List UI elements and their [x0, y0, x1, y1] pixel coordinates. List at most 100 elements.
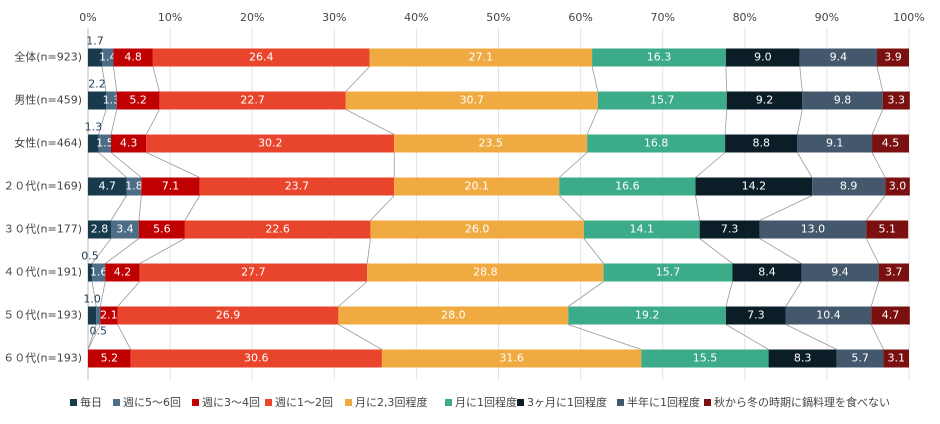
x-tick-label: 60% — [568, 11, 592, 24]
connector-line — [558, 195, 585, 221]
connector-line — [568, 281, 604, 307]
value-label: 27.7 — [241, 266, 266, 279]
legend-swatch — [192, 399, 199, 406]
connector-line — [759, 195, 813, 221]
value-label: 22.6 — [265, 223, 290, 236]
y-tick-label: 全体(n=923) — [14, 50, 82, 64]
bar-segment — [113, 48, 153, 67]
value-label: 19.2 — [635, 309, 660, 322]
bar-segment — [882, 91, 910, 110]
connector-line — [98, 109, 107, 135]
bar-segment — [88, 220, 111, 239]
connector-line — [695, 152, 726, 178]
value-label: 30.6 — [244, 352, 269, 365]
bar-segment — [802, 91, 883, 110]
connector-line — [725, 324, 769, 350]
bar-segment — [370, 220, 584, 239]
x-tick-label: 10% — [158, 11, 182, 24]
value-label: 9.4 — [830, 51, 848, 64]
bar-segment — [105, 263, 140, 282]
bar-segment — [641, 349, 769, 368]
bar-segment — [885, 177, 910, 196]
bar-segment — [101, 48, 114, 67]
value-label: 2.2 — [88, 78, 106, 91]
value-label: 4.2 — [114, 266, 132, 279]
connector-line — [871, 152, 886, 178]
value-label: 2.1 — [100, 309, 118, 322]
value-label: 3.0 — [889, 180, 907, 193]
x-tick-label: 80% — [733, 11, 757, 24]
value-label: 3.7 — [885, 266, 903, 279]
bar-segment — [872, 134, 909, 153]
value-label: 26.9 — [216, 309, 241, 322]
connector-line — [796, 109, 803, 135]
connector-line — [338, 324, 383, 350]
bar-segment — [152, 48, 370, 67]
connector-line — [345, 109, 395, 135]
value-label: 15.7 — [656, 266, 681, 279]
value-label: 16.6 — [615, 180, 640, 193]
bar-segment — [878, 263, 909, 282]
bar-segment — [184, 220, 371, 239]
legend-label: 週に1～2回 — [275, 396, 333, 409]
connector-line — [110, 109, 118, 135]
bar-segment — [106, 91, 117, 110]
bar-segment — [801, 263, 879, 282]
value-label: 3.9 — [884, 51, 902, 64]
value-label: 15.7 — [650, 94, 675, 107]
connector-line — [759, 238, 802, 264]
bar-segment — [726, 91, 803, 110]
value-label: 9.2 — [756, 94, 774, 107]
bar-segment — [797, 134, 873, 153]
connector-line — [870, 281, 880, 307]
value-label: 9.8 — [834, 94, 852, 107]
bar-segment — [603, 263, 733, 282]
value-label: 5.2 — [101, 352, 119, 365]
value-label: 14.1 — [630, 223, 655, 236]
y-tick-label: 男性(n=459) — [14, 93, 82, 107]
legend-label: 月に1回程度 — [455, 395, 517, 409]
bar-segment — [725, 48, 800, 67]
value-label: 7.3 — [721, 223, 739, 236]
connector-line — [345, 66, 370, 92]
x-tick-label: 50% — [486, 11, 510, 24]
value-label: 20.1 — [464, 180, 489, 193]
bar-segment — [88, 91, 107, 110]
bar-segment — [699, 220, 760, 239]
value-label: 4.7 — [99, 180, 117, 193]
bar-segment — [146, 134, 395, 153]
connector-line — [338, 281, 368, 307]
bar-segment — [117, 306, 339, 325]
bar-segment — [88, 349, 131, 368]
legend-swatch — [265, 399, 272, 406]
bar-segment — [338, 306, 569, 325]
connector-line — [870, 324, 884, 350]
bar-segment — [199, 177, 395, 196]
value-label: 5.2 — [129, 94, 147, 107]
bar-segment — [138, 220, 185, 239]
value-label: 1.3 — [85, 121, 103, 134]
legend-label: 半年に1回程度 — [627, 395, 700, 409]
bar-segment — [92, 263, 106, 282]
legend-label: 週に3～4回 — [202, 396, 260, 409]
connector-line — [110, 152, 142, 178]
value-label: 3.1 — [888, 352, 906, 365]
legend-swatch — [617, 399, 624, 406]
bar-segment — [732, 263, 802, 282]
legend-swatch — [70, 399, 77, 406]
value-label: 2.8 — [91, 223, 109, 236]
x-tick-label: 20% — [240, 11, 264, 24]
connector-line — [110, 195, 127, 221]
legend-label: 秋から冬の時期に鍋料理を食べない — [714, 395, 890, 409]
bar-segment — [597, 91, 727, 110]
connector-line — [117, 281, 141, 307]
connector-line — [91, 281, 97, 307]
value-label: 1.8 — [125, 180, 143, 193]
legend-swatch — [113, 399, 120, 406]
legend-swatch — [704, 399, 711, 406]
x-tick-label: 30% — [322, 11, 346, 24]
value-label: 5.1 — [878, 223, 896, 236]
value-label: 8.9 — [840, 180, 858, 193]
bar-segment — [812, 177, 886, 196]
